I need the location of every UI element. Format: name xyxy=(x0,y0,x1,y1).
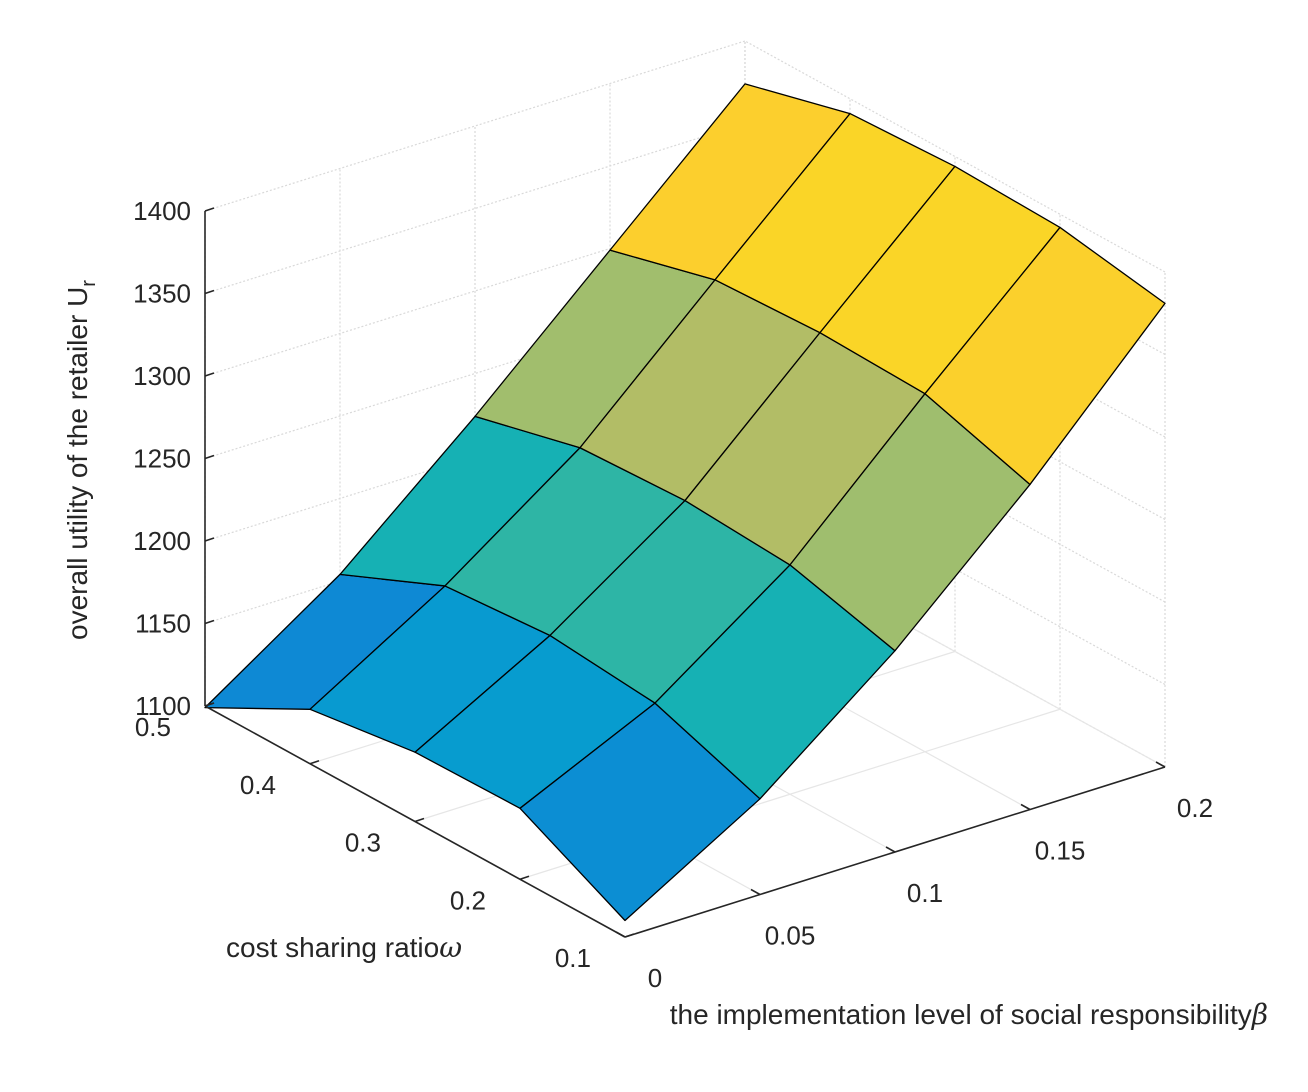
x-axis-title: the implementation level of social respo… xyxy=(670,998,1268,1031)
tick-label-layer: 1100 1150 1200 1250 1300 1350 1400 0.1 0.2 0.3 0.4… xyxy=(133,196,1213,993)
surface-layer xyxy=(204,83,1166,922)
x-tick xyxy=(750,888,761,896)
x-tick-label: 0.2 xyxy=(1177,793,1213,823)
z-tick-label: 1200 xyxy=(133,526,191,556)
x-tick-label: 0.05 xyxy=(765,921,816,951)
z-tick-label: 1150 xyxy=(135,609,191,639)
z-tick-label: 1400 xyxy=(133,196,191,226)
y-tick xyxy=(414,817,425,823)
axes-layer xyxy=(204,207,1166,938)
z-tick xyxy=(204,537,215,542)
y-tick xyxy=(519,875,530,881)
y-tick xyxy=(624,933,635,938)
z-tick-label: 1350 xyxy=(133,279,191,309)
x-tick-label: 0.1 xyxy=(907,878,943,908)
y-tick-label: 0.3 xyxy=(345,828,381,858)
z-tick xyxy=(204,207,215,212)
z-tick xyxy=(204,454,215,460)
z-tick xyxy=(204,289,215,295)
z-axis-title: overall utility of the retailer Ur xyxy=(62,280,100,640)
y-tick-label: 0.4 xyxy=(240,770,276,800)
y-tick-label: 0.5 xyxy=(135,712,171,742)
y-tick-label: 0.2 xyxy=(450,885,486,915)
z-tick-label: 1300 xyxy=(133,361,191,391)
surface-patch xyxy=(924,226,1166,486)
y-tick xyxy=(309,759,320,765)
z-tick xyxy=(204,619,215,625)
x-tick-label: 0 xyxy=(648,963,662,993)
y-axis-title: cost sharing ratioω xyxy=(226,931,462,964)
x-tick xyxy=(615,931,626,938)
x-tick xyxy=(1020,803,1031,811)
x-tick xyxy=(1155,761,1166,768)
y-tick-label: 0.1 xyxy=(555,943,591,973)
z-tick-label: 1100 xyxy=(135,691,191,721)
z-tick-label: 1250 xyxy=(133,444,191,474)
x-tick-label: 0.15 xyxy=(1035,836,1086,866)
z-tick xyxy=(204,372,215,377)
y-tick xyxy=(204,702,215,707)
x-tick xyxy=(885,846,896,853)
